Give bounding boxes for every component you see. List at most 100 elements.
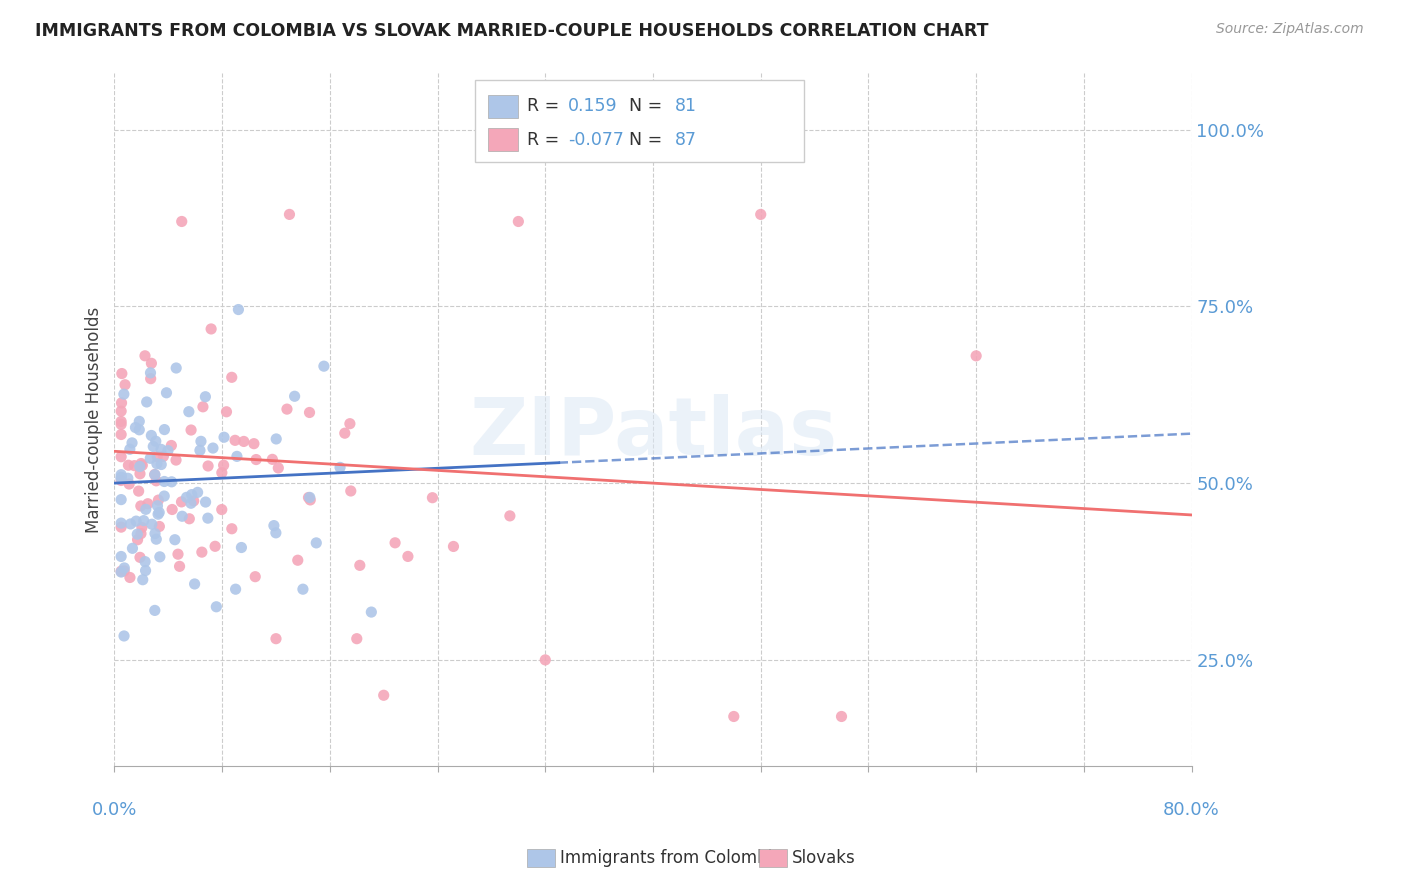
Point [131,520,153,534]
Point [221,370,243,384]
Point [134,555,156,569]
Point [204,539,226,553]
Point [121,541,143,556]
Point [165,453,187,467]
Point [243,436,266,450]
Point [349,558,371,573]
Text: Slovaks: Slovaks [792,849,855,867]
Point [264,525,287,540]
Point [143,526,166,541]
Point [160,502,183,516]
Point [224,434,246,448]
Point [228,302,250,317]
Point [160,438,183,452]
Point [165,361,187,376]
Point [264,432,287,446]
Point [143,467,166,482]
Point [127,533,149,547]
Point [129,526,152,541]
Point [245,570,267,584]
Point [143,603,166,617]
Point [278,207,301,221]
Point [312,359,335,374]
Point [200,322,222,336]
Point [180,496,202,510]
Point [263,518,285,533]
Point [118,442,141,457]
Y-axis label: Married-couple Households: Married-couple Households [86,306,103,533]
Point [132,573,155,587]
Text: IMMIGRANTS FROM COLOMBIA VS SLOVAK MARRIED-COUPLE HOUSEHOLDS CORRELATION CHART: IMMIGRANTS FROM COLOMBIA VS SLOVAK MARRI… [35,22,988,40]
Point [499,508,522,523]
Point [129,467,152,481]
Point [148,519,170,533]
Point [110,471,132,485]
Point [114,377,136,392]
Point [396,549,419,564]
Point [183,494,205,508]
Point [373,688,395,702]
Point [143,467,166,482]
Point [197,511,219,525]
Point [226,450,249,464]
FancyBboxPatch shape [475,80,804,161]
Point [146,507,169,521]
Point [145,434,167,449]
Point [136,497,159,511]
Point [128,459,150,474]
Point [117,458,139,473]
Point [110,549,132,564]
Point [152,450,174,464]
Point [169,559,191,574]
Point [170,214,193,228]
Point [124,420,146,434]
Point [298,405,321,419]
Point [142,440,165,454]
Point [112,561,135,575]
Point [128,423,150,437]
Point [139,372,162,386]
Point [128,484,150,499]
Point [187,485,209,500]
Point [188,443,211,458]
Point [128,414,150,428]
Point [146,457,169,471]
Point [422,491,444,505]
Point [831,709,853,723]
Point [534,653,557,667]
Point [339,417,361,431]
Point [146,499,169,513]
Point [167,547,190,561]
Point [194,495,217,509]
Point [110,404,132,418]
Point [155,385,177,400]
Point [110,396,132,410]
Point [965,349,987,363]
Point [180,488,202,502]
Point [139,451,162,466]
Point [333,426,356,441]
Point [131,458,153,473]
Point [118,477,141,491]
Point [135,564,157,578]
Text: Immigrants from Colombia: Immigrants from Colombia [560,849,782,867]
Point [145,474,167,488]
Point [141,517,163,532]
Point [191,545,214,559]
Point [194,390,217,404]
Point [360,605,382,619]
Point [749,207,772,221]
Text: R =: R = [527,130,560,148]
Point [150,442,173,457]
Point [180,423,202,437]
Point [299,492,322,507]
Point [339,483,361,498]
Point [110,414,132,428]
Point [205,599,228,614]
Text: 87: 87 [675,130,696,148]
Text: 81: 81 [675,97,696,115]
Point [110,417,132,432]
Point [135,502,157,516]
Point [346,632,368,646]
Point [245,452,267,467]
